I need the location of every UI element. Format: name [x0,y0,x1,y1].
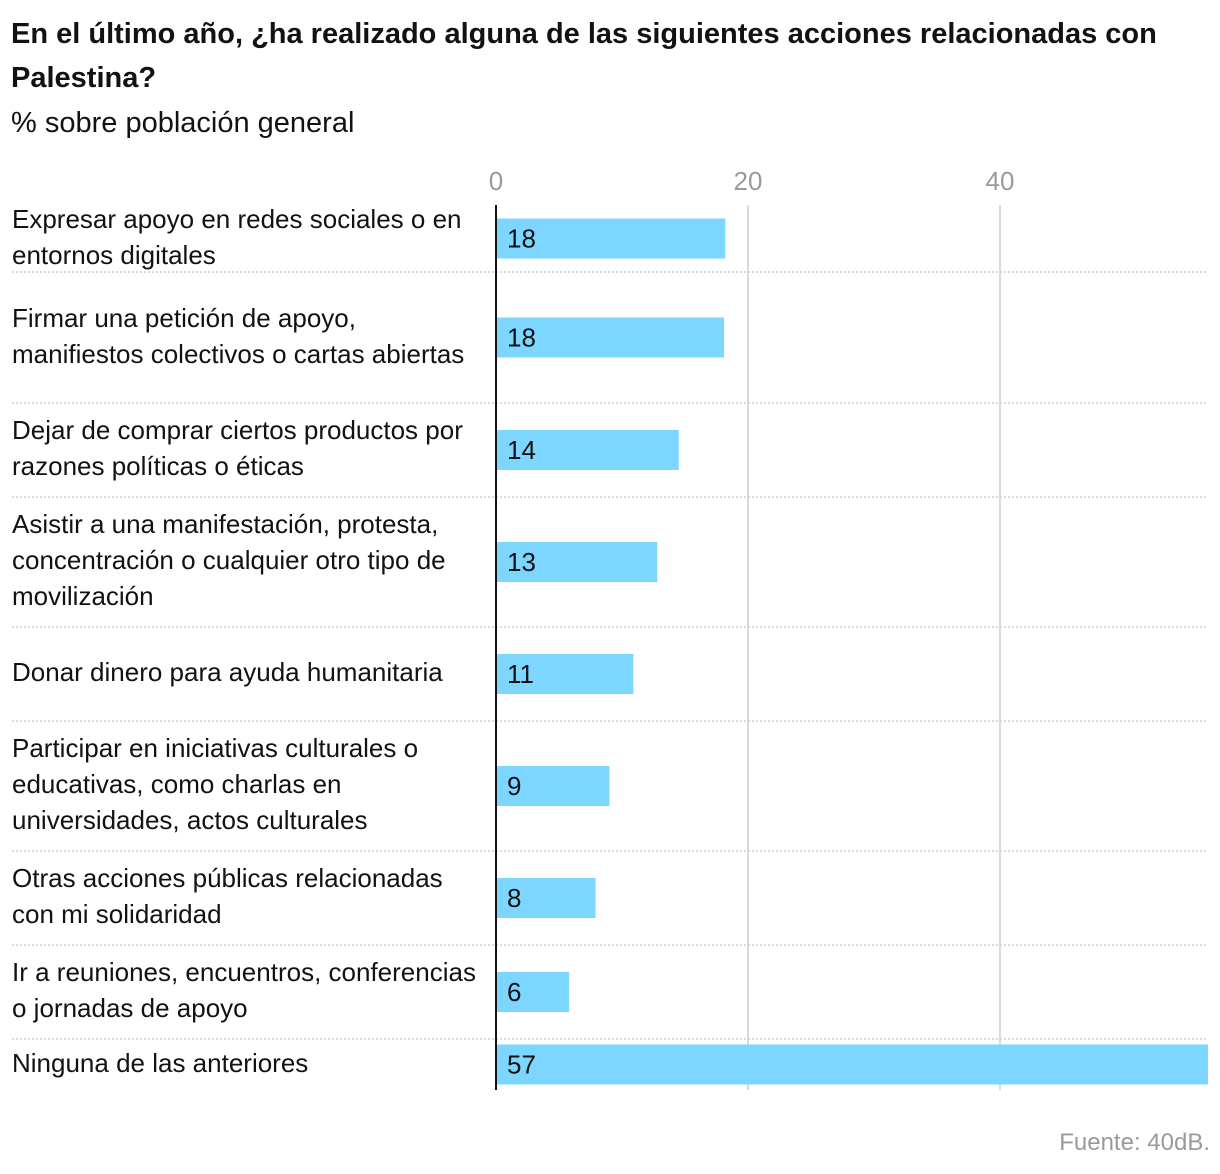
bar-value-label: 6 [507,977,521,1007]
category-label: Ir a reuniones, encuentros, conferencias… [12,957,476,1023]
bar-value-label: 18 [507,323,536,353]
bar [496,654,634,694]
bar-value-label: 11 [507,659,534,689]
source-note: Fuente: 40dB. [1059,1129,1210,1156]
bar [496,972,570,1012]
bar [496,1044,1208,1085]
x-tick-label: 40 [986,166,1015,196]
bar-value-label: 18 [507,224,536,254]
category-label: Expresar apoyo en redes sociales o en en… [12,204,462,270]
x-tick-label: 0 [489,166,503,196]
chart-title: En el último año, ¿ha realizado alguna d… [11,18,1157,94]
category-label: Ninguna de las anteriores [12,1048,309,1078]
bar [496,542,658,582]
bar-value-label: 57 [507,1050,536,1080]
bar-value-label: 8 [507,883,521,913]
bar [496,766,610,806]
bar [496,430,679,470]
bar [496,317,725,358]
category-label: Otras acciones públicas relacionadas con… [12,863,443,929]
chart-subtitle: % sobre población general [11,107,355,139]
bar [496,218,726,259]
bar-value-label: 14 [507,435,536,465]
bar-value-label: 13 [507,547,536,577]
x-tick-label: 20 [734,166,763,196]
category-label: Participar en iniciativas culturales o e… [12,733,419,835]
bar [496,878,596,918]
category-label: Asistir a una manifestación, protesta, c… [12,509,446,611]
category-label: Dejar de comprar ciertos productos por r… [12,415,463,481]
category-label: Firmar una petición de apoyo, manifiesto… [12,303,465,369]
category-label: Donar dinero para ayuda humanitaria [12,657,443,687]
bar-value-label: 9 [507,771,521,801]
